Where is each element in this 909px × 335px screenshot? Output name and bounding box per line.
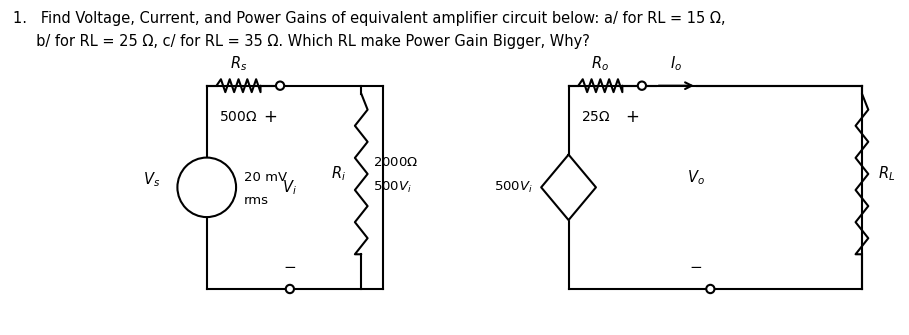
Circle shape xyxy=(285,285,294,293)
Text: −: − xyxy=(689,260,702,275)
Text: 500$\Omega$: 500$\Omega$ xyxy=(219,111,258,124)
Text: $V_s$: $V_s$ xyxy=(143,170,160,189)
Text: b/ for RL = 25 Ω, c/ for RL = 35 Ω. Which RL make Power Gain Bigger, Why?: b/ for RL = 25 Ω, c/ for RL = 35 Ω. Whic… xyxy=(13,34,590,49)
Text: −: − xyxy=(201,192,213,206)
Text: $R_i$: $R_i$ xyxy=(331,164,345,183)
Text: $R_L$: $R_L$ xyxy=(877,164,894,183)
Circle shape xyxy=(276,81,285,90)
Text: $V_i$: $V_i$ xyxy=(283,178,297,197)
Text: +: + xyxy=(264,109,277,126)
Text: 500$V_i$: 500$V_i$ xyxy=(494,180,534,195)
Text: rms: rms xyxy=(244,194,269,207)
Circle shape xyxy=(638,81,646,90)
Text: −: − xyxy=(284,260,296,275)
Text: 20 mV: 20 mV xyxy=(244,171,287,184)
Text: $I_o$: $I_o$ xyxy=(670,54,683,73)
Text: +: + xyxy=(625,109,639,126)
Text: 1.   Find Voltage, Current, and Power Gains of equivalent amplifier circuit belo: 1. Find Voltage, Current, and Power Gain… xyxy=(13,11,725,26)
Text: 2000$\Omega$: 2000$\Omega$ xyxy=(373,155,418,169)
Text: +: + xyxy=(201,171,213,184)
Text: $V_o$: $V_o$ xyxy=(687,168,704,187)
Circle shape xyxy=(177,157,236,217)
Text: +: + xyxy=(563,172,574,185)
Text: 500$V_i$: 500$V_i$ xyxy=(373,180,412,195)
Polygon shape xyxy=(541,155,596,220)
Text: 25$\Omega$: 25$\Omega$ xyxy=(581,111,611,124)
Text: $R_s$: $R_s$ xyxy=(230,54,247,73)
Circle shape xyxy=(706,285,714,293)
Text: −: − xyxy=(563,191,574,204)
Text: $R_o$: $R_o$ xyxy=(592,54,609,73)
